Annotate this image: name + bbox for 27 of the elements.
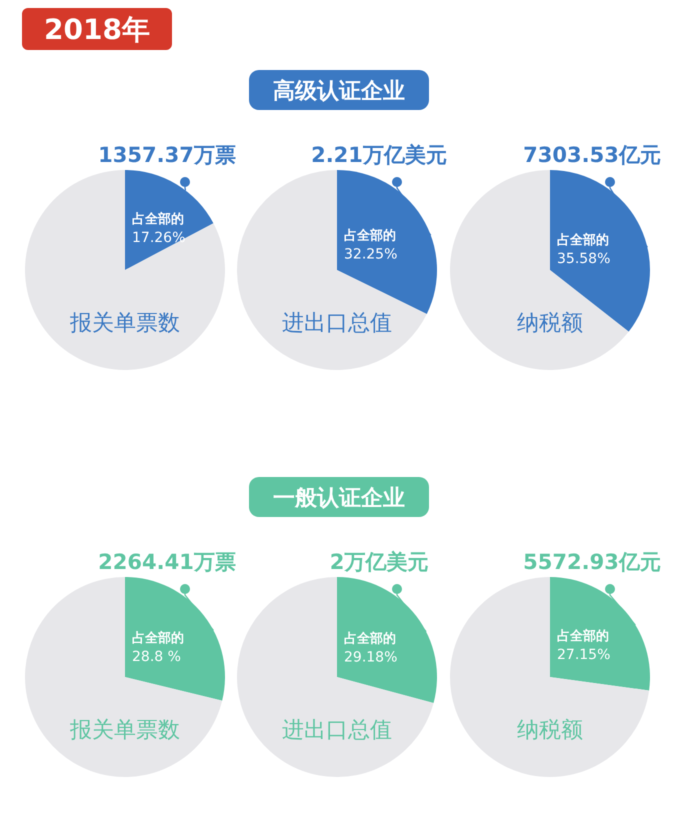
slice-label: 占全部的 — [557, 628, 609, 644]
chart-title: 2.21万亿美元 — [311, 143, 447, 167]
data-label: 32.25% — [344, 246, 398, 263]
data-label: 17.26% — [132, 230, 186, 246]
text: 进出口总值 — [282, 311, 392, 336]
text: 进出口总值 — [282, 718, 392, 743]
chart-title: 1357.37万票 — [98, 143, 236, 167]
slice-label: 占全部的 — [344, 630, 396, 647]
data-label: 28.8 % — [132, 649, 181, 666]
text: 2018年 — [44, 13, 150, 46]
data-label: 29.18% — [344, 650, 398, 666]
text: 纳税额 — [517, 311, 583, 336]
slice-label: 占全部的 — [557, 232, 609, 248]
slice-label: 占全部的 — [132, 211, 184, 228]
text: 纳税额 — [517, 718, 583, 743]
data-label: 35.58% — [557, 251, 610, 268]
chart-title: 2万亿美元 — [330, 550, 428, 574]
text: 一般认证企业 — [273, 486, 405, 511]
chart-title: 2264.41万票 — [98, 550, 236, 574]
slice-label: 占全部的 — [132, 630, 184, 646]
data-label: 27.15% — [557, 647, 610, 664]
chart-title: 5572.93亿元 — [523, 550, 661, 574]
chart-title: 7303.53亿元 — [523, 143, 661, 167]
text: 报关单票数 — [69, 311, 180, 336]
text: 高级认证企业 — [273, 78, 405, 104]
slice-label: 占全部的 — [344, 228, 396, 244]
text: 报关单票数 — [69, 718, 180, 743]
